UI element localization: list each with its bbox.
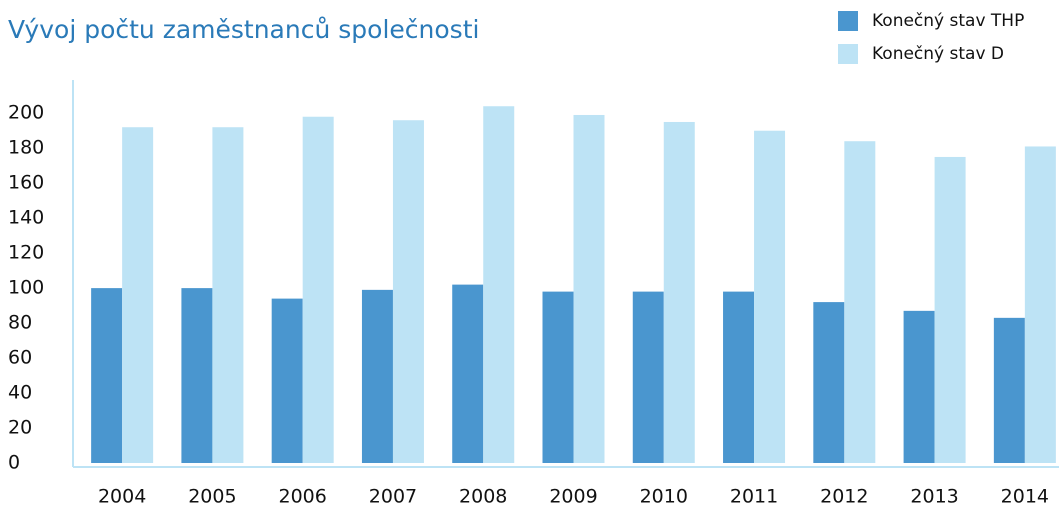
y-tick-label: 120 bbox=[8, 242, 44, 264]
legend-swatch bbox=[838, 11, 858, 31]
x-tick-label: 2014 bbox=[1001, 486, 1049, 508]
x-tick-label: 2009 bbox=[549, 486, 597, 508]
bar bbox=[723, 291, 755, 463]
y-tick-label: 100 bbox=[8, 277, 44, 299]
bar bbox=[181, 288, 213, 463]
x-tick-label: 2012 bbox=[820, 486, 868, 508]
x-tick-label: 2005 bbox=[188, 486, 236, 508]
bar bbox=[903, 310, 935, 463]
bar bbox=[542, 291, 574, 463]
legend-label: Konečný stav D bbox=[872, 44, 1004, 64]
y-tick-label: 60 bbox=[8, 347, 32, 369]
bar bbox=[302, 116, 334, 464]
bar bbox=[271, 298, 303, 463]
x-tick-label: 2007 bbox=[369, 486, 417, 508]
y-tick-label: 140 bbox=[8, 207, 44, 229]
bar bbox=[844, 141, 876, 463]
x-tick-label: 2013 bbox=[910, 486, 958, 508]
x-tick-label: 2006 bbox=[279, 486, 327, 508]
y-tick-label: 160 bbox=[8, 172, 44, 194]
y-tick-label: 180 bbox=[8, 137, 44, 159]
bar bbox=[993, 317, 1025, 463]
bar bbox=[212, 127, 244, 463]
x-tick-label: 2011 bbox=[730, 486, 778, 508]
bar bbox=[632, 291, 664, 463]
bar bbox=[1024, 146, 1056, 464]
bar bbox=[361, 289, 393, 463]
legend-label: Konečný stav THP bbox=[872, 11, 1024, 31]
bar bbox=[934, 156, 966, 463]
bar bbox=[754, 130, 786, 463]
bar bbox=[483, 106, 515, 463]
x-tick-label: 2004 bbox=[98, 486, 146, 508]
bar bbox=[573, 114, 605, 463]
chart-title: Vývoj počtu zaměstnanců společnosti bbox=[8, 15, 479, 44]
y-tick-label: 0 bbox=[8, 452, 20, 474]
y-tick-label: 20 bbox=[8, 417, 32, 439]
bar bbox=[663, 121, 695, 464]
y-tick-label: 40 bbox=[8, 382, 32, 404]
bar bbox=[392, 120, 424, 463]
y-tick-label: 200 bbox=[8, 102, 44, 124]
legend-swatch bbox=[838, 44, 858, 64]
x-tick-label: 2008 bbox=[459, 486, 507, 508]
bar bbox=[122, 127, 154, 463]
bar bbox=[452, 284, 484, 463]
x-tick-label: 2010 bbox=[640, 486, 688, 508]
bar bbox=[91, 288, 123, 463]
bar bbox=[813, 302, 845, 463]
y-tick-label: 80 bbox=[8, 312, 32, 334]
